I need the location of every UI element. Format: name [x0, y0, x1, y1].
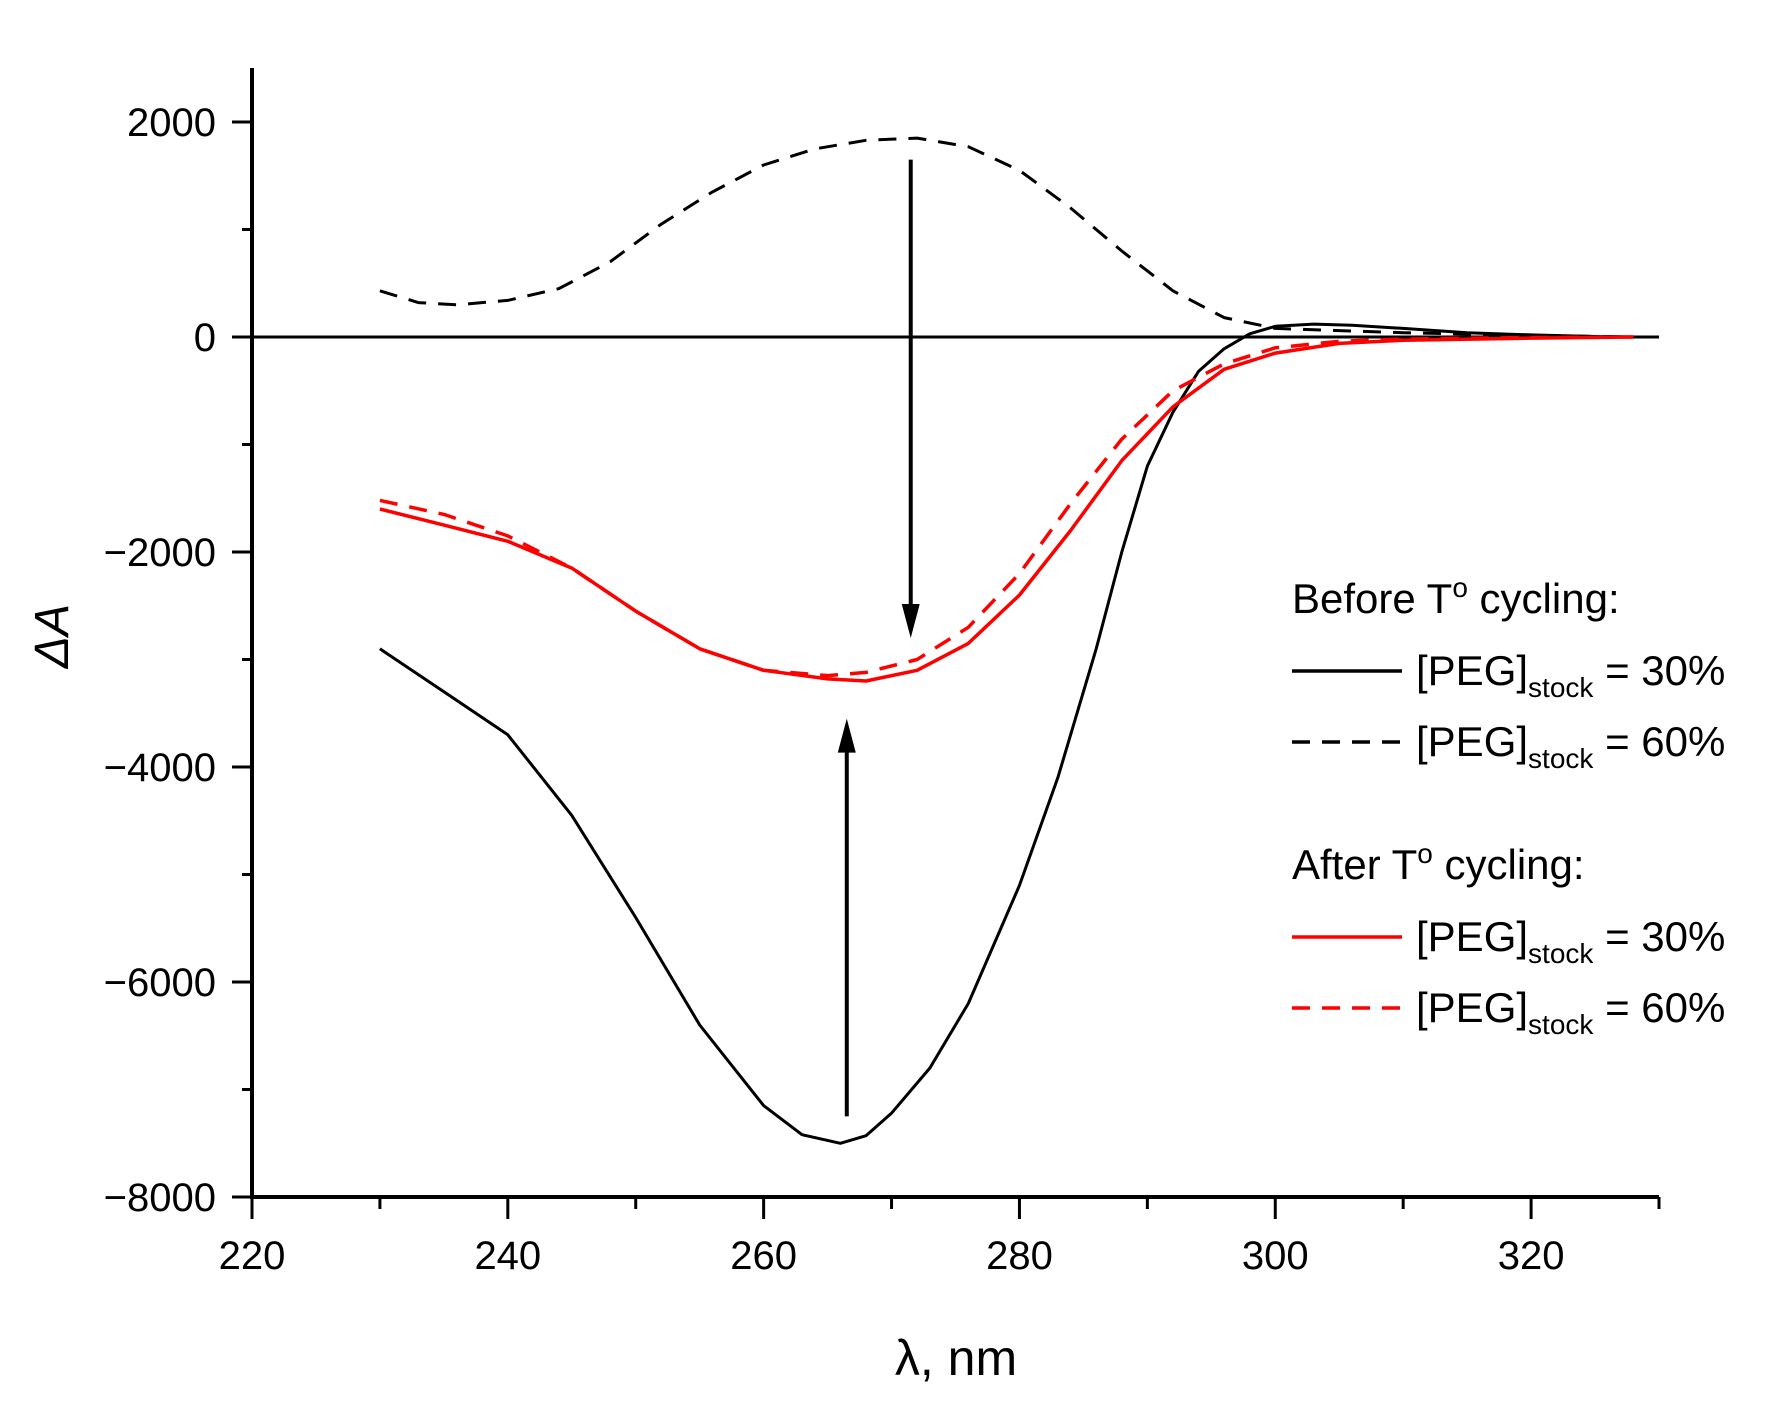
y-axis-label: ΔA — [26, 604, 79, 669]
x-tick-label: 300 — [1242, 1234, 1309, 1278]
x-tick-label: 220 — [219, 1234, 286, 1278]
x-axis-label: λ, nm — [895, 1330, 1017, 1386]
x-tick-label: 240 — [474, 1234, 541, 1278]
x-tick-label: 260 — [730, 1234, 797, 1278]
y-tick-label: −6000 — [104, 961, 216, 1005]
series-line-0 — [379, 322, 1634, 1145]
y-tick-label: −2000 — [104, 531, 216, 575]
series-line-3 — [379, 335, 1634, 678]
y-tick-label: −4000 — [104, 746, 216, 790]
x-tick-label: 320 — [1498, 1234, 1565, 1278]
legend-label: [PEG]stock = 30% — [1416, 647, 1725, 703]
series-line-2 — [379, 335, 1634, 683]
x-tick-label: 280 — [986, 1234, 1053, 1278]
legend-group-title: After To cycling: — [1292, 838, 1585, 888]
legend-group-title: Before To cycling: — [1292, 572, 1620, 622]
series-line-1 — [379, 136, 1634, 339]
y-tick-label: 2000 — [127, 101, 216, 145]
arrow-head — [837, 718, 856, 753]
arrow-head — [901, 604, 920, 638]
legend-label: [PEG]stock = 60% — [1416, 984, 1725, 1040]
y-tick-label: −8000 — [104, 1176, 216, 1220]
legend-label: [PEG]stock = 60% — [1416, 718, 1725, 774]
y-tick-label: 0 — [194, 316, 216, 360]
legend-label: [PEG]stock = 30% — [1416, 913, 1725, 969]
